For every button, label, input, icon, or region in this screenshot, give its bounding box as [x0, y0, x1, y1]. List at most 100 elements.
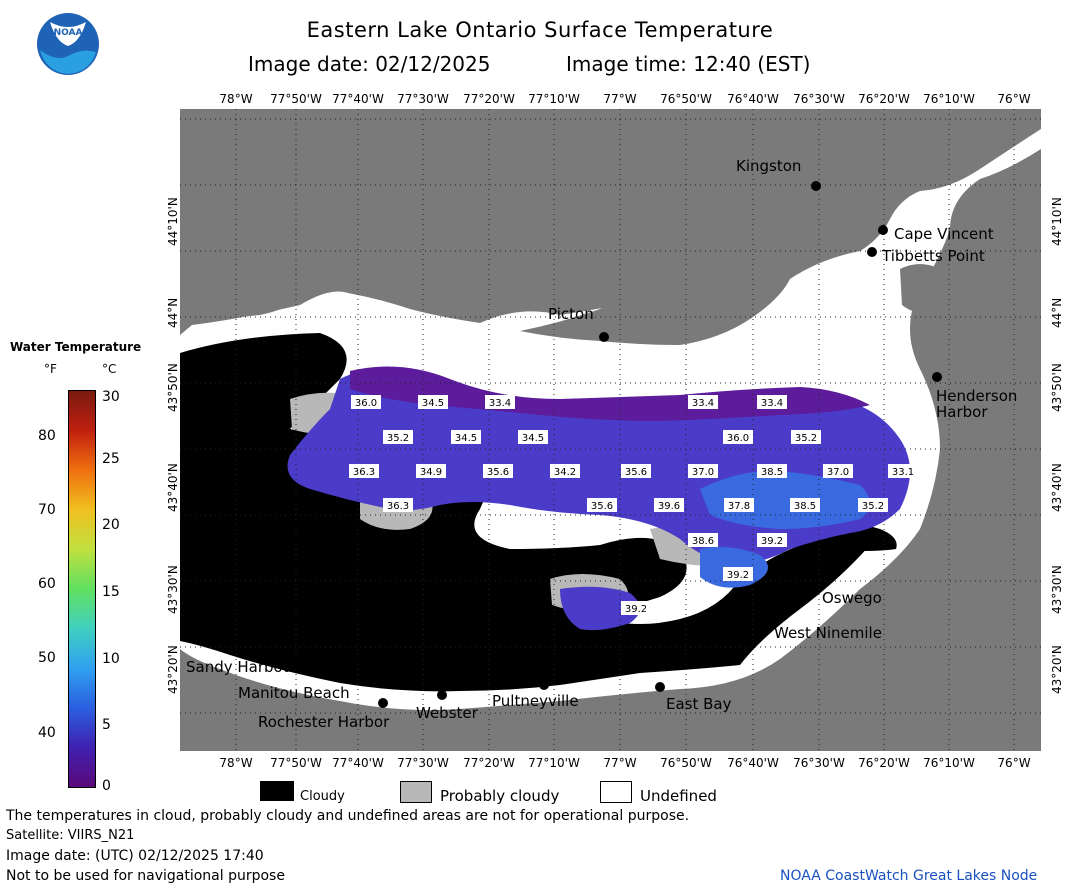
water-temp-area-cold	[350, 366, 870, 421]
latitude-label-right: 43°20'N	[1050, 645, 1064, 694]
temperature-label-box	[757, 395, 787, 409]
temperature-label: 39.6	[654, 498, 684, 512]
longitude-label-top: 77°40'W	[332, 92, 384, 106]
island-land	[690, 209, 764, 277]
temperature-label-box	[688, 464, 718, 478]
image-date: Image date: 02/12/2025	[248, 52, 491, 76]
temperature-label-text: 34.5	[455, 433, 477, 444]
longitude-label-top: 78°W	[219, 92, 253, 106]
temperature-label: 33.4	[757, 395, 787, 409]
temperature-label-box	[757, 533, 787, 547]
temperature-label-text: 39.2	[727, 570, 749, 581]
place-marker	[805, 588, 815, 598]
temperature-label-text: 37.0	[692, 467, 714, 478]
place-label: Sandy Harbour	[186, 658, 299, 676]
place-marker	[867, 247, 877, 257]
temperature-label-box	[858, 498, 888, 512]
temperature-label: 38.5	[757, 464, 787, 478]
image-time: Image time: 12:40 (EST)	[566, 52, 811, 76]
north-shore-land	[180, 109, 1041, 345]
longitude-label-bottom: 76°40'W	[727, 756, 779, 770]
temperature-label-text: 34.2	[554, 467, 576, 478]
temperature-label-box	[688, 395, 718, 409]
temperature-label-box	[418, 395, 448, 409]
temperature-label-box	[724, 498, 754, 512]
temperature-label-text: 39.2	[625, 604, 647, 615]
temperature-label-box	[791, 430, 821, 444]
temperature-label-box	[888, 464, 918, 478]
temperature-label: 37.0	[688, 464, 718, 478]
graticule	[180, 109, 1041, 751]
temperature-label: 35.2	[383, 430, 413, 444]
place-label: Webster	[416, 704, 479, 722]
colorbar-c-tick: 15	[102, 584, 120, 600]
colorbar-f-tick: 80	[38, 428, 56, 444]
longitude-label-bottom: 77°50'W	[270, 756, 322, 770]
longitude-label-bottom: 76°20'W	[858, 756, 910, 770]
longitude-label-bottom: 77°20'W	[463, 756, 515, 770]
longitude-label-top: 76°40'W	[727, 92, 779, 106]
temperature-label-text: 36.0	[355, 398, 377, 409]
temperature-label: 37.8	[724, 498, 754, 512]
place-label: Rochester Harbor	[258, 713, 390, 731]
temperature-label-box	[823, 464, 853, 478]
latitude-label-left: 44°10'N	[166, 197, 180, 246]
latitude-label-right: 43°40'N	[1050, 463, 1064, 512]
temperature-label-text: 35.6	[591, 501, 613, 512]
place-label: Tibbetts Point	[881, 247, 985, 265]
longitude-label-top: 76°20'W	[858, 92, 910, 106]
temperature-label-text: 35.6	[625, 467, 647, 478]
latitude-label-right: 44°N	[1050, 297, 1064, 328]
latitude-label-left: 43°20'N	[166, 645, 180, 694]
footer-utc-date: Image date: (UTC) 02/12/2025 17:40	[6, 848, 264, 864]
temperature-label-box	[654, 498, 684, 512]
place-label: Henderson Harbor	[936, 387, 1017, 421]
longitude-label-bottom: 77°40'W	[332, 756, 384, 770]
footer-satellite: Satellite: VIIRS_N21	[6, 828, 135, 843]
footer-navigation: Not to be used for navigational purpose	[6, 868, 285, 884]
latitude-label-left: 43°30'N	[166, 565, 180, 614]
temperature-label-box	[416, 464, 446, 478]
noaa-logo-bird	[50, 22, 86, 46]
colorbar-c-tick: 25	[102, 451, 120, 467]
colorbar-f-tick: 60	[38, 576, 56, 592]
latitude-label-left: 44°N	[166, 297, 180, 328]
map-panel: 36.0 34.5 33.4 33.4 33.4 35.2 34.5 34.5 36.0 35.2…	[180, 109, 1041, 751]
latitude-label-right: 43°30'N	[1050, 565, 1064, 614]
colorbar-c-tick: 5	[102, 717, 111, 733]
longitude-label-bottom: 77°10'W	[528, 756, 580, 770]
footer-disclaimer: The temperatures in cloud, probably clou…	[6, 808, 690, 824]
place-marker	[932, 372, 942, 382]
temperature-label-box	[723, 567, 753, 581]
temperature-label-box	[351, 395, 381, 409]
colorbar-title: Water Temperature	[10, 340, 142, 354]
temperature-label-box	[518, 430, 548, 444]
noaa-logo-wave	[40, 50, 96, 74]
place-label: Oswego	[822, 589, 882, 607]
temperature-label: 36.3	[383, 498, 413, 512]
temperature-label-text: 34.5	[522, 433, 544, 444]
temperature-label: 35.6	[587, 498, 617, 512]
place-label: East Bay	[666, 695, 732, 713]
longitude-label-bottom: 76°50'W	[660, 756, 712, 770]
temperature-label-text: 34.5	[422, 398, 444, 409]
legend-probably-cloudy-label: Probably cloudy	[440, 787, 560, 805]
temperature-label: 33.4	[688, 395, 718, 409]
temperature-label: 38.5	[790, 498, 820, 512]
temperature-label: 33.4	[485, 395, 515, 409]
temperature-label-text: 38.5	[761, 467, 783, 478]
water-temp-area-warm	[700, 470, 870, 529]
longitude-label-top: 77°W	[603, 92, 637, 106]
temperature-label-text: 36.3	[387, 501, 409, 512]
temperature-label: 36.3	[349, 464, 379, 478]
colorbar-f-tick: 40	[38, 725, 56, 741]
temperature-label: 39.2	[723, 567, 753, 581]
colorbar-c-tick: 30	[102, 389, 120, 405]
latitude-label-right: 43°50'N	[1050, 363, 1064, 412]
place-label: Cape Vincent	[894, 225, 994, 243]
place-marker	[437, 690, 447, 700]
temperature-label-box	[485, 395, 515, 409]
temperature-label-box	[383, 498, 413, 512]
temperature-label: 35.6	[621, 464, 651, 478]
colorbar-unit-f: °F	[44, 362, 57, 376]
